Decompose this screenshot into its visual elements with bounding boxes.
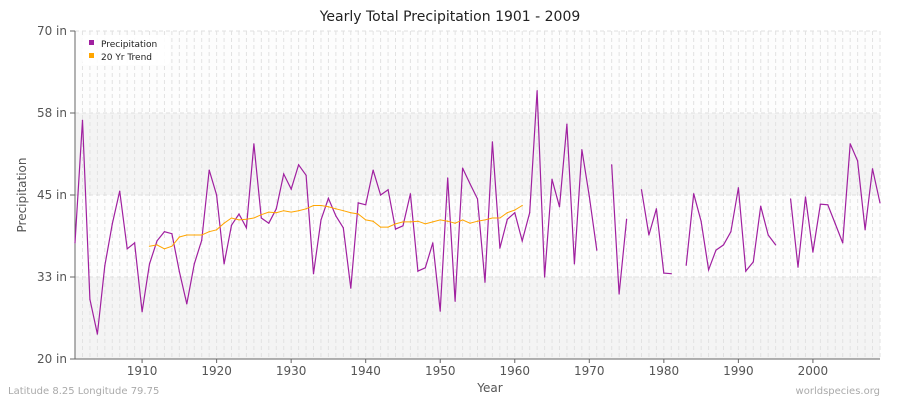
precipitation-line-segment	[611, 164, 628, 295]
precipitation-line-segment	[685, 187, 777, 273]
legend-swatch-trend	[89, 53, 94, 58]
x-tick-label: 1960	[499, 364, 530, 378]
x-tick-label: 1940	[350, 364, 381, 378]
site-credit: worldspecies.org	[796, 386, 880, 397]
x-tick-label: 1950	[425, 364, 456, 378]
x-axis-label: Year	[476, 381, 502, 395]
x-tick-label: 1910	[127, 364, 158, 378]
chart-title: Yearly Total Precipitation 1901 - 2009	[319, 9, 581, 25]
y-tick-label: 70 in	[37, 24, 67, 38]
y-tick-label: 58 in	[37, 106, 67, 120]
y-tick-label: 33 in	[37, 270, 67, 284]
precipitation-line-segment	[790, 143, 881, 268]
x-tick-label: 1970	[574, 364, 605, 378]
legend-swatch-precipitation	[89, 40, 94, 45]
legend-label-precipitation: Precipitation	[101, 40, 157, 50]
legend-label-trend: 20 Yr Trend	[101, 53, 152, 63]
precipitation-line-segment	[640, 189, 672, 275]
y-axis-label: Precipitation	[15, 157, 29, 232]
y-tick-label: 20 in	[37, 352, 67, 366]
precipitation-series	[74, 90, 881, 335]
legend: Precipitation 20 Yr Trend	[82, 35, 170, 65]
x-tick-label: 1990	[723, 364, 754, 378]
x-tick-label: 2000	[798, 364, 829, 378]
x-tick-label: 1980	[649, 364, 680, 378]
trend-series	[148, 204, 523, 250]
x-tick-label: 1930	[276, 364, 307, 378]
trend-line-segment	[149, 205, 523, 250]
y-tick-label: 45 in	[37, 188, 67, 202]
x-tick-label: 1920	[201, 364, 232, 378]
precipitation-line-segment	[74, 90, 598, 335]
location-label: Latitude 8.25 Longitude 79.75	[8, 386, 159, 397]
background-band	[75, 31, 880, 113]
